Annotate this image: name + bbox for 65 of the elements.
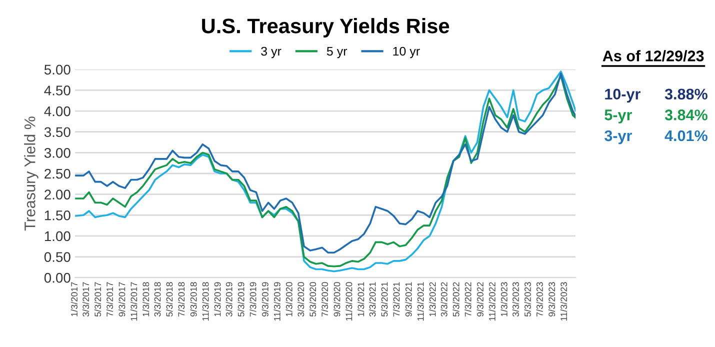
x-tick-label: 1/3/2018: [142, 282, 150, 316]
text: 3.88%: [664, 88, 708, 100]
y-tick-label: 1.00: [44, 231, 70, 242]
y-tick-label: 2.00: [44, 190, 70, 200]
x-tick-label: 1/3/2019: [214, 282, 221, 316]
x-tick-label: 1/3/2023: [500, 282, 508, 316]
x-tick-label: 11/3/2020: [346, 282, 352, 321]
text: 10-yr: [605, 88, 640, 103]
x-tick-label: 7/3/2019: [250, 282, 256, 316]
y-tick-label: 1.50: [44, 210, 70, 220]
x-tick-label: 9/3/2023: [548, 282, 556, 316]
x-tick-label: 9/3/2022: [476, 282, 484, 316]
x-tick-label: 7/3/2023: [536, 282, 543, 316]
y-tick-label: 4.00: [44, 106, 70, 116]
y-tick-label: 3.00: [44, 148, 70, 158]
x-tick-label: 11/3/2018: [202, 282, 209, 321]
legend-label: 5 yr: [326, 46, 348, 58]
x-tick-label: 7/3/2018: [178, 282, 185, 316]
x-tick-label: 7/3/2021: [393, 282, 400, 316]
y-tick-label: 4.50: [44, 86, 70, 96]
text: 3-yr: [604, 130, 632, 144]
x-tick-label: 5/3/2019: [238, 282, 244, 317]
x-tick-label: 1/3/2022: [429, 282, 436, 316]
text: 3.84%: [664, 110, 708, 120]
x-tick-label: 9/3/2020: [334, 282, 340, 316]
x-tick-label: 3/3/2023: [512, 282, 519, 317]
x-tick-label: 9/3/2021: [405, 282, 412, 316]
x-tick-label: 11/3/2017: [130, 282, 138, 321]
x-tick-label: 3/3/2017: [82, 282, 90, 317]
x-tick-label: 11/3/2021: [417, 282, 424, 321]
y-tick-label: 5.00: [44, 64, 70, 75]
x-tick-label: 5/3/2017: [94, 282, 102, 317]
x-tick-label: 3/3/2021: [369, 282, 376, 317]
legend-label: 10 yr: [393, 46, 420, 58]
x-tick-label: 5/3/2021: [381, 282, 388, 317]
text: 4.01%: [664, 130, 708, 142]
x-tick-label: 7/3/2022: [464, 282, 472, 316]
y-axis-title: Treasury Yield %: [24, 116, 38, 231]
y-tick-label: 2.50: [44, 168, 70, 179]
legend-label: 3 yr: [261, 46, 282, 58]
x-tick-label: 1/3/2020: [286, 282, 292, 316]
x-tick-label: 9/3/2018: [190, 282, 197, 316]
x-tick-label: 5/3/2022: [452, 282, 460, 317]
y-tick-label: 0.50: [44, 252, 70, 262]
x-tick-label: 3/3/2020: [297, 282, 304, 317]
x-tick-label: 3/3/2022: [440, 282, 448, 317]
x-tick-label: 5/3/2018: [166, 282, 173, 317]
x-tick-label: 5/3/2023: [524, 282, 531, 317]
x-tick-label: 11/3/2022: [488, 282, 496, 321]
x-tick-label: 11/3/2023: [560, 282, 568, 321]
x-tick-label: 7/3/2017: [106, 282, 114, 316]
x-tick-label: 11/3/2019: [274, 282, 280, 321]
x-tick-label: 5/3/2020: [309, 282, 316, 317]
y-tick-label: 3.50: [44, 127, 70, 138]
chart-title: U.S. Treasury Yields Rise: [202, 18, 450, 38]
x-tick-label: 1/3/2017: [70, 282, 78, 316]
text: 5-yr: [604, 110, 632, 124]
x-tick-label: 1/3/2021: [358, 282, 364, 316]
x-tick-label: 3/3/2018: [154, 282, 161, 317]
x-tick-label: 9/3/2019: [262, 282, 268, 316]
x-tick-label: 3/3/2019: [226, 282, 232, 317]
text: As of 12/29/23: [602, 50, 704, 62]
y-tick-label: 0.00: [44, 272, 70, 283]
x-tick-label: 9/3/2017: [118, 282, 126, 316]
x-tick-label: 7/3/2020: [321, 282, 328, 316]
